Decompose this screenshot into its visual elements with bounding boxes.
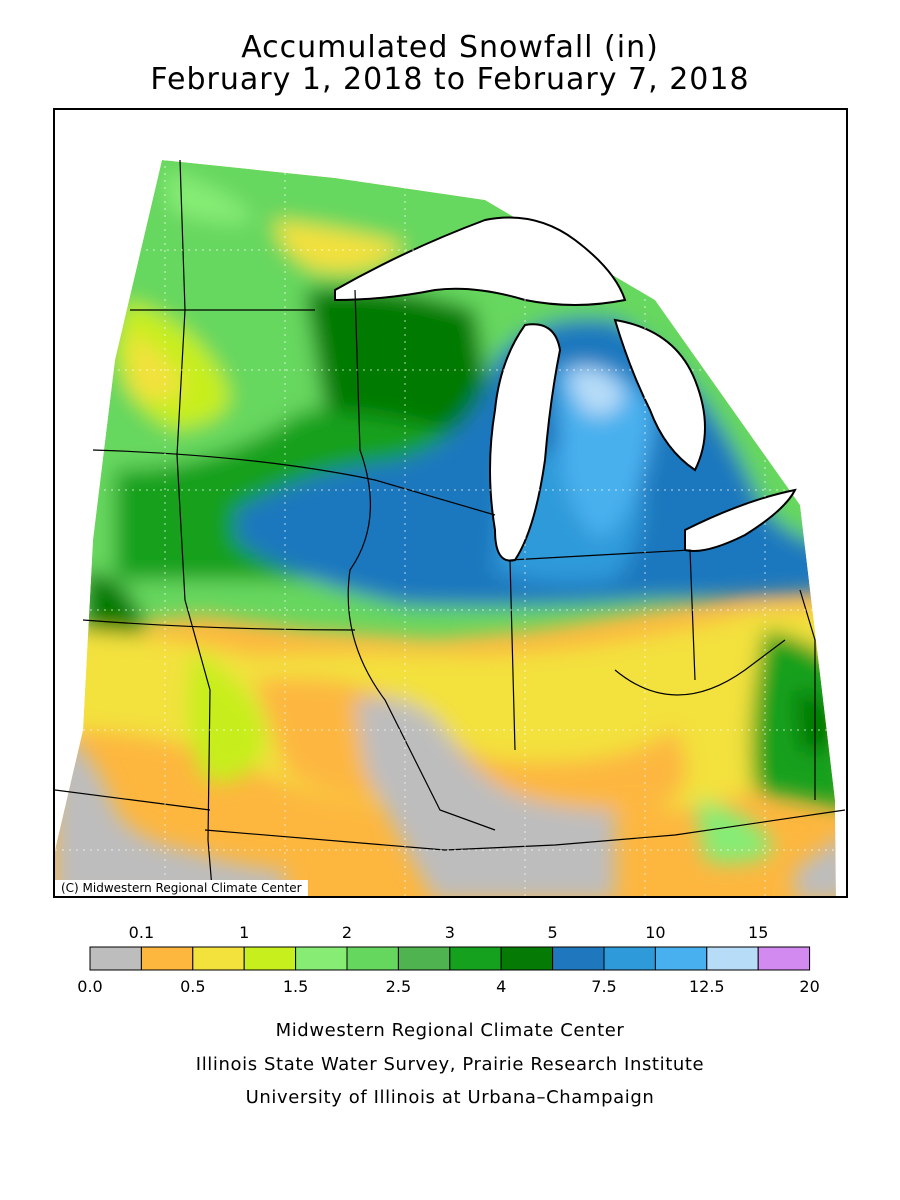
legend-bottom-label: 0.5 (180, 977, 205, 996)
map-credit: (C) Midwestern Regional Climate Center (55, 880, 308, 896)
legend-swatch (140, 946, 194, 971)
legend-bottom-label: 2.5 (386, 977, 411, 996)
footer-university: University of Illinois at Urbana–Champai… (245, 1087, 655, 1108)
zone-0-0.1-southwest (55, 730, 285, 896)
legend-bottom-label: 0.0 (77, 977, 102, 996)
legend-top-label: 10 (645, 923, 665, 942)
snowfall-map: (C) Midwestern Regional Climate Center (53, 108, 848, 898)
zone-1.5-2-north (165, 170, 255, 224)
legend-bottom-label: 12.5 (689, 977, 725, 996)
boundary-southern (204, 809, 846, 851)
legend-bottom-label: 1.5 (283, 977, 308, 996)
lake-superior (334, 216, 627, 306)
zone-1.5-2-east (695, 800, 775, 864)
lake-huron (613, 318, 706, 472)
boundary-ks-ok (55, 789, 211, 811)
legend-swatch (243, 946, 297, 971)
graticule (55, 160, 836, 896)
legend-swatch (552, 946, 605, 971)
boundary-oh-pa (799, 589, 816, 800)
snowfall-map-graphic (55, 110, 846, 896)
legend-swatch (89, 946, 142, 971)
legend-top-label: 15 (748, 923, 768, 942)
boundary-ohio-river (614, 639, 786, 696)
footer-survey: Illinois State Water Survey, Prairie Res… (195, 1054, 705, 1075)
boundary-il-in (509, 559, 516, 751)
footer-organization: Midwestern Regional Climate Center (275, 1020, 625, 1041)
legend-top-label: 1 (239, 923, 249, 942)
legend-swatch (192, 946, 245, 971)
zone-10-12.5 (555, 365, 655, 540)
legend-swatch (295, 946, 348, 971)
legend-swatch (500, 946, 554, 971)
boundary-mississippi (347, 289, 496, 831)
legend-bottom-label: 4 (496, 977, 506, 996)
legend-top-label: 0.1 (129, 923, 154, 942)
legend-bottom-labels: 0.0 0.5 1.5 2.5 4 7.5 12.5 20 (77, 977, 820, 996)
legend-bottom-label: 20 (799, 977, 819, 996)
legend-swatch (346, 946, 399, 971)
zone-0.5-1-northeast (275, 220, 405, 273)
legend-top-labels: 0.1 1 2 3 5 10 15 (129, 923, 769, 942)
state-boundaries (55, 159, 846, 896)
color-legend: 0.1 1 2 3 5 10 15 0.0 0.5 1.5 2.5 4 7.5 12.5 20 (77, 923, 820, 996)
legend-swatch (757, 946, 811, 971)
great-lakes (334, 216, 797, 562)
zone-4-5-southwest (85, 570, 145, 648)
legend-top-label: 2 (342, 923, 352, 942)
legend-swatches (89, 946, 811, 971)
legend-bottom-label: 7.5 (591, 977, 616, 996)
outside-domain (55, 110, 846, 896)
boundary-in-oh (509, 549, 696, 681)
zone-0-0.1-southeast (795, 830, 836, 896)
legend-swatch (654, 946, 708, 971)
legend-top-label: 5 (548, 923, 558, 942)
map-date-range: February 1, 2018 to February 7, 2018 (150, 62, 750, 97)
boundary-mn-ia-wi (92, 449, 496, 516)
zone-12.5-15 (570, 367, 625, 416)
legend-swatch (706, 946, 759, 971)
map-title: Accumulated Snowfall (in) (241, 30, 659, 65)
legend-swatch (603, 946, 656, 971)
zone-0.5-1-north (130, 330, 185, 400)
legend-swatch (449, 946, 502, 971)
lake-erie (684, 488, 797, 552)
boundary-ia-mo (82, 619, 356, 631)
legend-swatch (397, 946, 451, 971)
legend-top-label: 3 (445, 923, 455, 942)
zone-1-1.5-south (187, 650, 267, 782)
